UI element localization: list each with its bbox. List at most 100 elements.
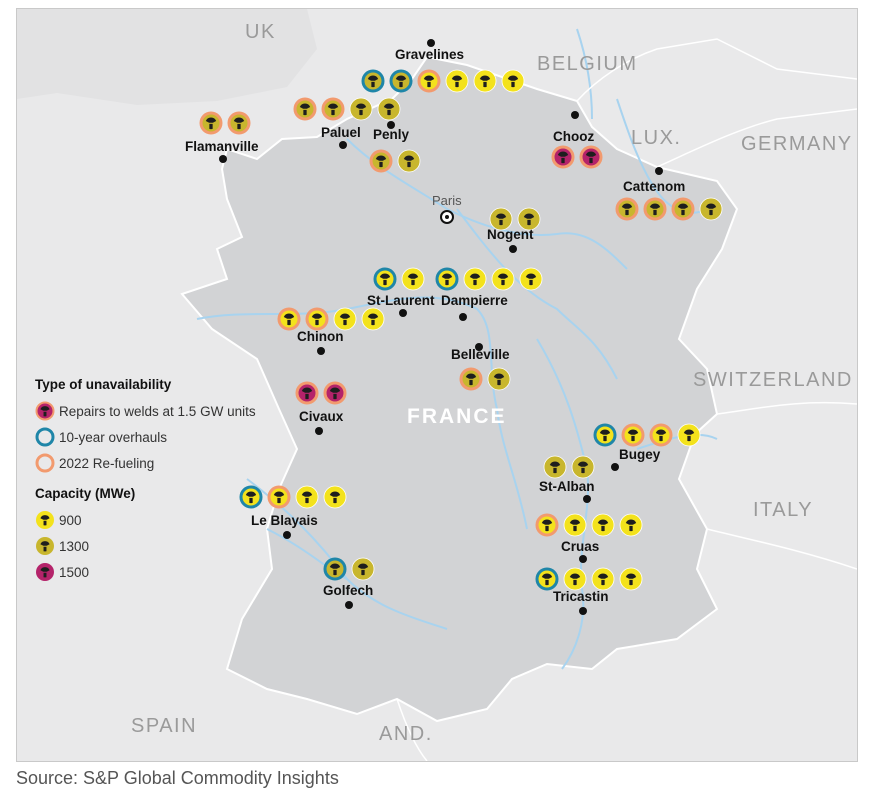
reactor-unit-icon (487, 367, 511, 391)
plant-location-dot (509, 245, 517, 253)
reactor-unit-icon (323, 557, 347, 581)
reactor-unit-icon (369, 149, 393, 173)
reactor-unit-icon (361, 307, 385, 331)
legend-900-label: 900 (59, 512, 82, 528)
reactor-unit-icon (699, 197, 723, 221)
plant-units-civaux (295, 381, 347, 405)
map-svg (17, 9, 857, 761)
borders (396, 38, 857, 761)
plant-units-belleville (459, 367, 511, 391)
capacity-1500-icon (36, 563, 54, 581)
plant-label-le-blayais: Le Blayais (251, 513, 318, 528)
country-label-france: FRANCE (407, 405, 507, 428)
plant-units-penly (369, 149, 421, 173)
legend-welds-label: Repairs to welds at 1.5 GW units (59, 403, 256, 419)
legend-row-overhaul: 10-year overhauls (35, 424, 315, 450)
reactor-unit-icon (677, 423, 701, 447)
plant-label-bugey: Bugey (619, 447, 661, 462)
reactor-unit-icon (445, 69, 469, 93)
plant-location-dot (459, 313, 467, 321)
refuel-ring-icon (35, 453, 55, 473)
reactor-unit-icon (491, 267, 515, 291)
plant-units-st-alban (543, 455, 595, 479)
legend-capacity-title: Capacity (MWe) (35, 486, 136, 501)
reactor-unit-icon (535, 513, 559, 537)
plant-location-dot (579, 555, 587, 563)
reactor-unit-icon (227, 111, 251, 135)
plant-label-cruas: Cruas (561, 539, 600, 554)
capacity-900-icon (36, 511, 54, 529)
legend-overhaul-label: 10-year overhauls (59, 429, 168, 445)
reactor-unit-icon (349, 97, 373, 121)
reactor-unit-icon (397, 149, 421, 173)
plant-location-dot (315, 427, 323, 435)
plant-location-dot (339, 141, 347, 149)
reactor-unit-icon (615, 197, 639, 221)
reactor-unit-icon (473, 69, 497, 93)
plant-label-belleville: Belleville (451, 347, 510, 362)
reactor-unit-icon (277, 307, 301, 331)
plant-location-dot (583, 495, 591, 503)
plant-units-gravelines (361, 69, 525, 93)
legend-unavailability-title: Type of unavailability (35, 377, 172, 392)
plant-units-chooz (551, 145, 603, 169)
plant-location-dot (219, 155, 227, 163)
legend-row-refuel: 2022 Re-fueling (35, 450, 315, 476)
plant-label-nogent: Nogent (487, 227, 534, 242)
reactor-unit-icon (267, 485, 291, 509)
plant-units-bugey (593, 423, 701, 447)
plant-location-dot (611, 463, 619, 471)
plant-units-le-blayais (239, 485, 347, 509)
reactor-unit-icon (459, 367, 483, 391)
reactor-unit-icon (295, 485, 319, 509)
paris-marker (440, 210, 454, 224)
reactor-unit-icon (321, 97, 345, 121)
plant-label-chooz: Chooz (553, 129, 595, 144)
legend-row-welds: Repairs to welds at 1.5 GW units (35, 398, 315, 424)
plant-location-dot (387, 121, 395, 129)
reactor-unit-icon (571, 455, 595, 479)
plant-label-st-laurent: St-Laurent (367, 293, 435, 308)
reactor-unit-icon (619, 567, 643, 591)
legend-row-1500: 1500 (35, 559, 315, 585)
overhaul-ring-icon (35, 427, 55, 447)
reactor-unit-icon (239, 485, 263, 509)
reactor-unit-icon (417, 69, 441, 93)
plant-label-cattenom: Cattenom (623, 179, 686, 194)
country-label-switzerland: SWITZERLAND (693, 369, 853, 391)
legend-1300-label: 1300 (59, 538, 90, 554)
plant-location-dot (399, 309, 407, 317)
reactor-unit-icon (293, 97, 317, 121)
reactor-unit-icon (401, 267, 425, 291)
reactor-unit-icon (295, 381, 319, 405)
plant-units-flamanville (199, 111, 251, 135)
reactor-unit-icon (361, 69, 385, 93)
reactor-unit-icon (671, 197, 695, 221)
legend: Type of unavailability Repairs to welds … (35, 377, 315, 585)
plant-units-cattenom (615, 197, 723, 221)
reactor-unit-icon (543, 455, 567, 479)
plant-units-nogent (489, 207, 541, 231)
reactor-unit-icon (333, 307, 357, 331)
plant-location-dot (475, 343, 483, 351)
reactor-unit-icon (591, 567, 615, 591)
plant-label-st-alban: St-Alban (539, 479, 595, 494)
reactor-unit-icon (551, 145, 575, 169)
plant-units-tricastin (535, 567, 643, 591)
reactor-unit-icon (501, 69, 525, 93)
map-frame: UK BELGIUM LUX. GERMANY SWITZERLAND ITAL… (16, 8, 858, 762)
legend-1500-label: 1500 (59, 564, 90, 580)
reactor-unit-icon (591, 513, 615, 537)
reactor-unit-icon (563, 567, 587, 591)
legend-row-900: 900 (35, 507, 315, 533)
paris-label: Paris (432, 193, 462, 208)
reactor-unit-icon (579, 145, 603, 169)
reactor-unit-icon (389, 69, 413, 93)
plant-label-gravelines: Gravelines (395, 47, 465, 62)
reactor-unit-icon (435, 267, 459, 291)
plant-location-dot (579, 607, 587, 615)
plant-location-dot (427, 39, 435, 47)
reactor-unit-icon (323, 381, 347, 405)
reactor-unit-icon (373, 267, 397, 291)
plant-label-dampierre: Dampierre (441, 293, 508, 308)
